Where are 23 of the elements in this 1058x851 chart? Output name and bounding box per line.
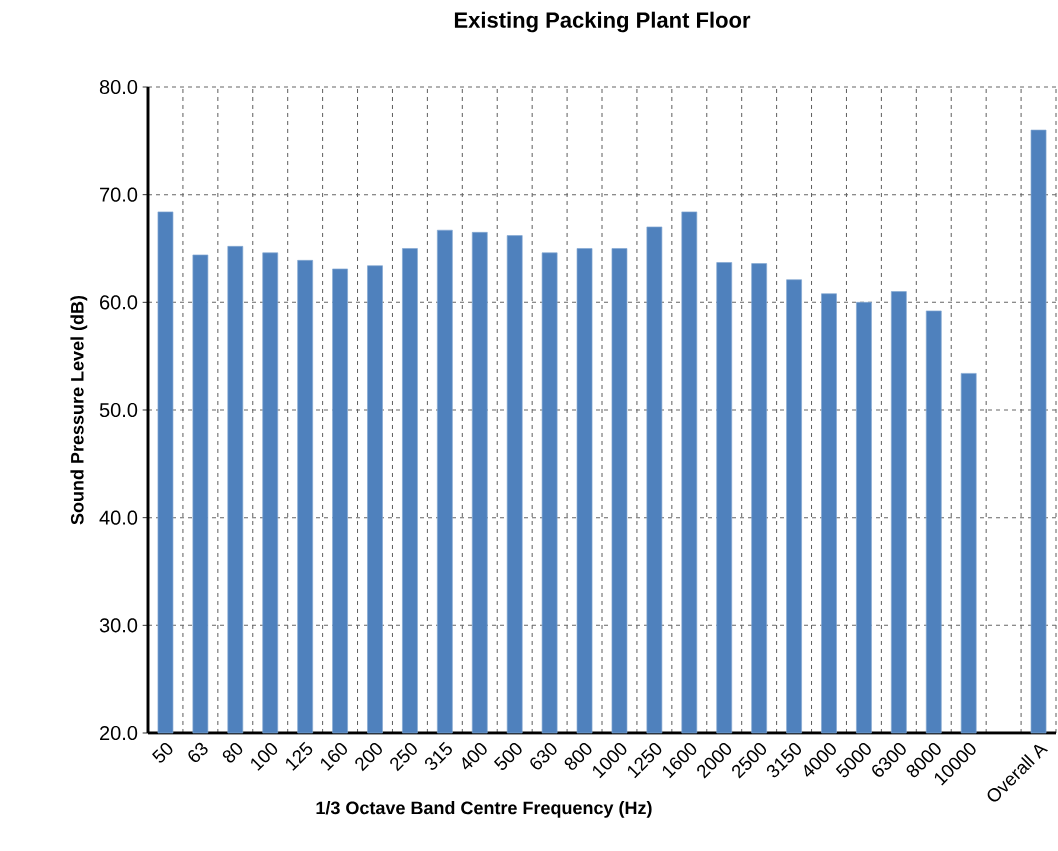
x-axis-title: 1/3 Octave Band Centre Frequency (Hz) <box>316 801 652 818</box>
x-tick-label: 315 <box>425 741 452 770</box>
y-tick-label: 80.0 <box>99 79 138 95</box>
x-tick-label: 250 <box>390 742 417 772</box>
x-tick-label: 400 <box>462 742 487 770</box>
y-tick-label: 20.0 <box>100 725 138 741</box>
x-tick-label: 50 <box>152 742 173 763</box>
x-tick-label: 200 <box>355 742 382 772</box>
x-tick-label: 630 <box>530 742 557 770</box>
y-axis-title: Sound Pressure Level (dB) <box>70 295 88 525</box>
x-tick-label: 800 <box>564 742 592 770</box>
x-tick-label: 500 <box>493 742 522 770</box>
y-tick-label: 50.0 <box>99 402 138 418</box>
y-tick-label: 60.0 <box>100 295 138 310</box>
x-tick-label: 80 <box>222 742 243 763</box>
x-tick-label: 100 <box>251 742 278 771</box>
y-tick-label: 70.0 <box>100 187 138 202</box>
x-tick-label: 160 <box>320 742 347 771</box>
x-tick-label: 63 <box>188 742 208 763</box>
y-tick-label: 40.0 <box>99 510 138 525</box>
x-tick-label: 125 <box>286 741 313 771</box>
y-tick-label: 30.0 <box>99 618 138 633</box>
chart-title: Existing Packing Plant Floor <box>454 11 751 33</box>
